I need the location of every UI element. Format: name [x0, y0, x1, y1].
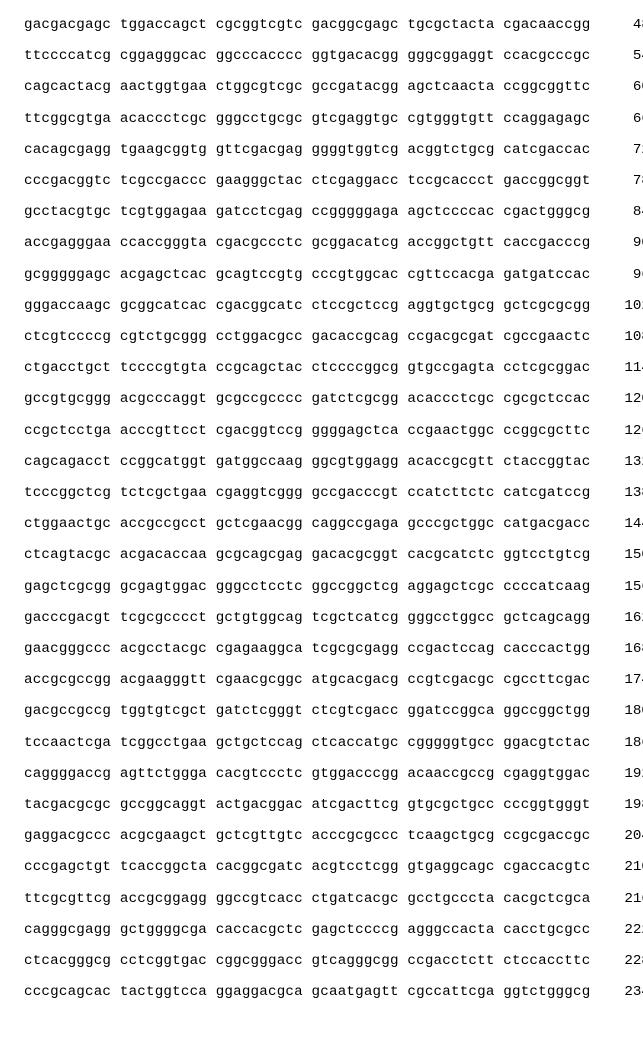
sequence-blocks: gacccgacgt tcgcgcccct gctgtggcag tcgctca… [24, 611, 590, 625]
sequence-row: ctcacgggcg cctcggtgac cggcgggacc gtcaggg… [24, 954, 619, 968]
sequence-row: tacgacgcgc gccggcaggt actgacggac atcgact… [24, 798, 619, 812]
position-number: 1380 [590, 486, 643, 500]
sequence-row: cagcactacg aactggtgaa ctggcgtcgc gccgata… [24, 80, 619, 94]
sequence-blocks: ctggaactgc accgccgcct gctcgaacgg caggccg… [24, 517, 590, 531]
sequence-blocks: ctcgtccccg cgtctgcggg cctggacgcc gacaccg… [24, 330, 590, 344]
sequence-blocks: gcgggggagc acgagctcac gcagtccgtg cccgtgg… [24, 268, 590, 282]
sequence-blocks: caggggaccg agttctggga cacgtccctc gtggacc… [24, 767, 590, 781]
sequence-blocks: gacgccgccg tggtgtcgct gatctcgggt ctcgtcg… [24, 704, 590, 718]
sequence-row: ctcagtacgc acgacaccaa gcgcagcgag gacacgc… [24, 548, 619, 562]
position-number: 540 [590, 49, 643, 63]
sequence-blocks: ctcacgggcg cctcggtgac cggcgggacc gtcaggg… [24, 954, 590, 968]
position-number: 1080 [590, 330, 643, 344]
position-number: 2160 [590, 892, 643, 906]
sequence-row: gagctcgcgg gcgagtggac gggcctcctc ggccggc… [24, 580, 619, 594]
position-number: 1440 [590, 517, 643, 531]
position-number: 2220 [590, 923, 643, 937]
sequence-row: gacccgacgt tcgcgcccct gctgtggcag tcgctca… [24, 611, 619, 625]
position-number: 1020 [590, 299, 643, 313]
sequence-blocks: gacgacgagc tggaccagct cgcggtcgtc gacggcg… [24, 18, 590, 32]
position-number: 1500 [590, 548, 643, 562]
position-number: 1800 [590, 704, 643, 718]
sequence-row: gacgccgccg tggtgtcgct gatctcgggt ctcgtcg… [24, 704, 619, 718]
sequence-blocks: accgagggaa ccaccgggta cgacgccctc gcggaca… [24, 236, 590, 250]
sequence-blocks: gggaccaagc gcggcatcac cgacggcatc ctccgct… [24, 299, 590, 313]
position-number: 1260 [590, 424, 643, 438]
sequence-row: gcgggggagc acgagctcac gcagtccgtg cccgtgg… [24, 268, 619, 282]
sequence-blocks: tcccggctcg tctcgctgaa cgaggtcggg gccgacc… [24, 486, 590, 500]
sequence-blocks: ttccccatcg cggagggcac ggcccacccc ggtgaca… [24, 49, 590, 63]
sequence-row: gggaccaagc gcggcatcac cgacggcatc ctccgct… [24, 299, 619, 313]
sequence-blocks: tccaactcga tcggcctgaa gctgctccag ctcacca… [24, 736, 590, 750]
sequence-blocks: cccgagctgt tcaccggcta cacggcgatc acgtcct… [24, 860, 590, 874]
sequence-row: cagcagacct ccggcatggt gatggccaag ggcgtgg… [24, 455, 619, 469]
position-number: 1140 [590, 361, 643, 375]
sequence-row: accgagggaa ccaccgggta cgacgccctc gcggaca… [24, 236, 619, 250]
sequence-blocks: ctcagtacgc acgacaccaa gcgcagcgag gacacgc… [24, 548, 590, 562]
position-number: 840 [590, 205, 643, 219]
position-number: 1980 [590, 798, 643, 812]
sequence-blocks: ctgacctgct tccccgtgta ccgcagctac ctccccg… [24, 361, 590, 375]
sequence-row: tcccggctcg tctcgctgaa cgaggtcggg gccgacc… [24, 486, 619, 500]
position-number: 600 [590, 80, 643, 94]
sequence-row: ttcggcgtga acaccctcgc gggcctgcgc gtcgagg… [24, 112, 619, 126]
sequence-row: caggggaccg agttctggga cacgtccctc gtggacc… [24, 767, 619, 781]
sequence-row: ccgctcctga acccgttcct cgacggtccg ggggagc… [24, 424, 619, 438]
sequence-row: ttccccatcg cggagggcac ggcccacccc ggtgaca… [24, 49, 619, 63]
position-number: 480 [590, 18, 643, 32]
sequence-row: cacagcgagg tgaagcggtg gttcgacgag ggggtgg… [24, 143, 619, 157]
position-number: 1680 [590, 642, 643, 656]
sequence-row: gacgacgagc tggaccagct cgcggtcgtc gacggcg… [24, 18, 619, 32]
position-number: 2100 [590, 860, 643, 874]
sequence-blocks: cccgacggtc tcgccgaccc gaagggctac ctcgagg… [24, 174, 590, 188]
sequence-blocks: gcctacgtgc tcgtggagaa gatcctcgag ccggggg… [24, 205, 590, 219]
sequence-blocks: gaacgggccc acgcctacgc cgagaaggca tcgcgcg… [24, 642, 590, 656]
sequence-blocks: accgcgccgg acgaagggtt cgaacgcggc atgcacg… [24, 673, 590, 687]
sequence-blocks: tacgacgcgc gccggcaggt actgacggac atcgact… [24, 798, 590, 812]
sequence-blocks: cccgcagcac tactggtcca ggaggacgca gcaatga… [24, 985, 590, 999]
sequence-row: gaacgggccc acgcctacgc cgagaaggca tcgcgcg… [24, 642, 619, 656]
position-number: 660 [590, 112, 643, 126]
sequence-row: cccgacggtc tcgccgaccc gaagggctac ctcgagg… [24, 174, 619, 188]
position-number: 720 [590, 143, 643, 157]
sequence-blocks: gaggacgccc acgcgaagct gctcgttgtc acccgcg… [24, 829, 590, 843]
position-number: 1200 [590, 392, 643, 406]
sequence-row: cccgcagcac tactggtcca ggaggacgca gcaatga… [24, 985, 619, 999]
sequence-row: gcctacgtgc tcgtggagaa gatcctcgag ccggggg… [24, 205, 619, 219]
position-number: 2280 [590, 954, 643, 968]
sequence-blocks: ttcgcgttcg accgcggagg ggccgtcacc ctgatca… [24, 892, 590, 906]
position-number: 1560 [590, 580, 643, 594]
sequence-row: cagggcgagg gctggggcga caccacgctc gagctcc… [24, 923, 619, 937]
sequence-row: ctcgtccccg cgtctgcggg cctggacgcc gacaccg… [24, 330, 619, 344]
sequence-blocks: cagcactacg aactggtgaa ctggcgtcgc gccgata… [24, 80, 590, 94]
sequence-blocks: gagctcgcgg gcgagtggac gggcctcctc ggccggc… [24, 580, 590, 594]
position-number: 2040 [590, 829, 643, 843]
sequence-blocks: cagggcgagg gctggggcga caccacgctc gagctcc… [24, 923, 590, 937]
sequence-blocks: ttcggcgtga acaccctcgc gggcctgcgc gtcgagg… [24, 112, 590, 126]
sequence-row: ctggaactgc accgccgcct gctcgaacgg caggccg… [24, 517, 619, 531]
position-number: 1320 [590, 455, 643, 469]
sequence-row: cccgagctgt tcaccggcta cacggcgatc acgtcct… [24, 860, 619, 874]
sequence-blocks: ccgctcctga acccgttcct cgacggtccg ggggagc… [24, 424, 590, 438]
position-number: 780 [590, 174, 643, 188]
sequence-row: tccaactcga tcggcctgaa gctgctccag ctcacca… [24, 736, 619, 750]
sequence-blocks: cacagcgagg tgaagcggtg gttcgacgag ggggtgg… [24, 143, 590, 157]
position-number: 900 [590, 236, 643, 250]
sequence-row: accgcgccgg acgaagggtt cgaacgcggc atgcacg… [24, 673, 619, 687]
position-number: 960 [590, 268, 643, 282]
sequence-row: ctgacctgct tccccgtgta ccgcagctac ctccccg… [24, 361, 619, 375]
sequence-row: gccgtgcggg acgcccaggt gcgccgcccc gatctcg… [24, 392, 619, 406]
sequence-row: gaggacgccc acgcgaagct gctcgttgtc acccgcg… [24, 829, 619, 843]
sequence-blocks: gccgtgcggg acgcccaggt gcgccgcccc gatctcg… [24, 392, 590, 406]
position-number: 1740 [590, 673, 643, 687]
position-number: 1920 [590, 767, 643, 781]
position-number: 2340 [590, 985, 643, 999]
position-number: 1860 [590, 736, 643, 750]
sequence-row: ttcgcgttcg accgcggagg ggccgtcacc ctgatca… [24, 892, 619, 906]
sequence-blocks: cagcagacct ccggcatggt gatggccaag ggcgtgg… [24, 455, 590, 469]
position-number: 1620 [590, 611, 643, 625]
